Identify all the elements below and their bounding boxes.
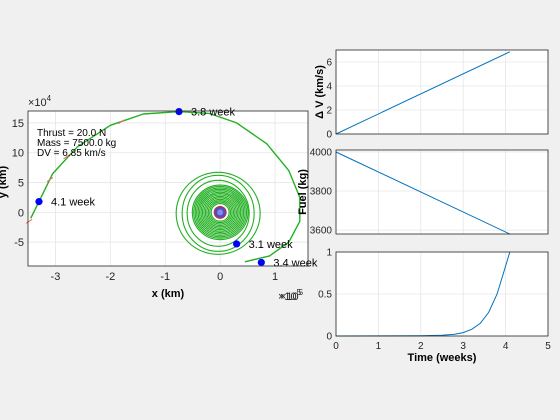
delta-v-series: [335, 51, 511, 135]
delta-v-plot: 0 2 4 6 Δ V (km/s): [314, 49, 549, 141]
trajectory-inner-orbit: [209, 201, 232, 224]
x-tick-label: 3: [460, 341, 466, 352]
trajectory-y-label: y (km): [0, 165, 9, 198]
trajectory-x-tick-label: 1: [272, 271, 278, 283]
trajectory-x-exponent-power: 5: [297, 288, 302, 297]
week-marker-label: 3.4 week: [273, 257, 318, 269]
week-marker-label: 4.1 week: [51, 197, 96, 209]
trajectory-plot: 3.8 week 4.1 week 3.1 week 3.4 week -3 -2 -1 0…: [0, 94, 318, 303]
week-marker: [175, 107, 183, 116]
trajectory-inner-orbit: [193, 185, 248, 239]
fuel-axes-box: [335, 149, 549, 235]
x-tick-label: 0: [333, 341, 339, 352]
trajectory-info-line-3: DV = 6.85 km/s: [37, 148, 106, 159]
y-tick-label: 3800: [310, 187, 333, 198]
trajectory-inner-orbit: [200, 193, 240, 232]
altitude-plot: 0 1 2 3 4 500.51 Time (weeks) ×105: [280, 248, 551, 365]
thrust-arrow: [25, 218, 33, 224]
trajectory-inner-orbit: [206, 198, 235, 226]
trajectory-y-tick-label: 0: [18, 207, 24, 219]
y-tick-label: 0: [326, 332, 332, 343]
y-tick-label: 0: [326, 130, 332, 141]
series-line: [335, 251, 511, 337]
week-marker: [257, 258, 265, 267]
week-marker-label: 3.8 week: [191, 107, 236, 119]
trajectory-path: [25, 110, 301, 263]
trajectory-inner-orbit: [203, 195, 237, 229]
trajectory-inner-orbit: [196, 188, 245, 236]
trajectory-inner-orbit: [199, 191, 242, 234]
y-tick-label: 4: [326, 82, 332, 93]
trajectory-axes-background: [28, 111, 308, 266]
trajectory-inner-orbit: [197, 190, 243, 235]
trajectory-inner-orbit: [191, 184, 249, 241]
altitude-x-label: Time (weeks): [408, 352, 477, 364]
altitude-y-exponent-base: ×10: [280, 291, 299, 303]
trajectory-inner-orbit: [194, 187, 246, 238]
x-tick-label: 1: [376, 341, 382, 352]
trajectory-tick-labels: -3 -2 -1 0 1 -5 0 5 10 15: [12, 118, 278, 283]
fuel-y-label: Fuel (kg): [297, 169, 309, 215]
altitude-axes-box: [335, 251, 549, 337]
trajectory-y-exponent-base: ×10: [28, 97, 47, 109]
trajectory-info-line-2: Mass = 7500.0 kg: [37, 138, 116, 149]
trajectory-y-tick-label: 5: [18, 178, 24, 190]
trajectory-inner-orbit: [207, 200, 233, 225]
trajectory-y-exponent-power: 4: [47, 94, 52, 103]
thrust-arrow: [63, 154, 70, 160]
week-marker: [35, 198, 43, 206]
series-line: [335, 51, 511, 135]
altitude-y-exponent: ×105: [280, 288, 304, 303]
central-body-core: [217, 209, 224, 216]
y-tick-label: 2: [326, 106, 332, 117]
trajectory-x-exponent: ×105: [278, 288, 302, 303]
trajectory-info-line-1: Thrust = 20.0 N: [37, 128, 106, 139]
trajectory-y-exponent: ×104: [28, 94, 52, 109]
trajectory-grid: [28, 111, 308, 266]
trajectory-y-tick-label: -5: [14, 237, 24, 249]
trajectory-inner-orbit: [204, 197, 236, 228]
thrust-arrow: [118, 119, 125, 125]
trajectory-y-tick-label: 10: [12, 148, 24, 160]
delta-v-tick-labels: 0 2 4 6: [326, 58, 332, 141]
altitude-series: [335, 251, 511, 337]
trajectory-x-tick-label: -1: [160, 271, 170, 283]
delta-v-y-label: Δ V (km/s): [314, 65, 326, 119]
trajectory-y-tick-label: 15: [12, 118, 24, 130]
trajectory-x-tick-label: -3: [51, 271, 61, 283]
week-marker: [233, 240, 241, 248]
x-tick-label: 5: [545, 341, 551, 352]
altitude-tick-labels: 0 1 2 3 4 5 0 0.5 1: [318, 248, 551, 353]
trajectory-outer-orbit: [181, 174, 255, 252]
trajectory-inner-orbit: [201, 194, 239, 231]
trajectory-x-tick-label: 0: [217, 271, 223, 283]
x-tick-label: 2: [418, 341, 424, 352]
trajectory-axes-box: [27, 110, 309, 267]
trajectory-x-tick-label: -2: [105, 271, 115, 283]
fuel-plot: 3600 3800 4000 Fuel (kg): [297, 147, 549, 237]
altitude-y-exponent-power: 5: [299, 288, 304, 297]
y-tick-label: 0.5: [318, 290, 332, 301]
y-tick-label: 1: [326, 248, 332, 259]
delta-v-axes-box: [335, 49, 549, 135]
trajectory-escape-path: [30, 110, 301, 263]
trajectory-outer-orbit: [186, 179, 250, 247]
y-tick-label: 6: [326, 58, 332, 69]
x-tick-label: 4: [503, 341, 509, 352]
trajectory-x-label: x (km): [152, 288, 185, 300]
y-tick-label: 3600: [310, 226, 333, 237]
fuel-axes-background: [336, 150, 548, 234]
trajectory-x-exponent-base: ×10: [278, 291, 297, 303]
fuel-tick-labels: 3600 3800 4000: [310, 147, 333, 236]
trajectory-inner-orbit: [210, 202, 230, 222]
trajectory-markers: 3.8 week 4.1 week 3.1 week 3.4 week: [35, 107, 318, 269]
delta-v-axes-background: [336, 50, 548, 134]
thrust-arrow: [46, 177, 54, 182]
fuel-series: [335, 151, 511, 235]
trajectory-outer-orbit: [175, 171, 261, 255]
series-line: [335, 151, 511, 235]
week-marker-label: 3.1 week: [249, 239, 294, 251]
y-tick-label: 4000: [310, 147, 333, 158]
